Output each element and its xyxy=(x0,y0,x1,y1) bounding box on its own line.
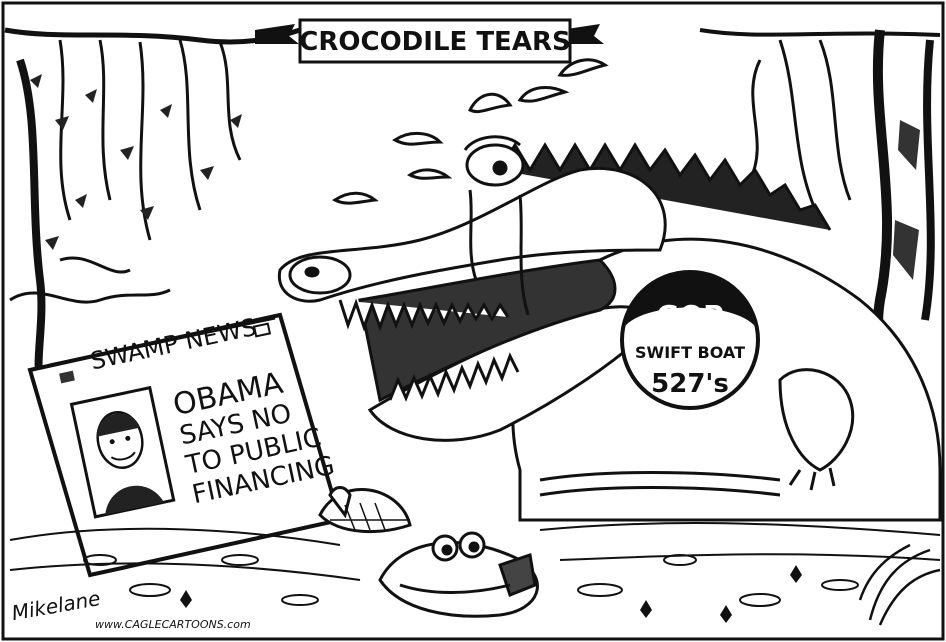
flying-tears xyxy=(332,58,609,205)
swamp-water xyxy=(9,522,941,607)
newspaper-headline: OBAMA SAYS NO TO PUBLIC FINANCING xyxy=(170,366,337,510)
title-banner: CROCODILE TEARS xyxy=(255,18,604,64)
baby-crocodile xyxy=(378,531,539,618)
right-tree-hatch xyxy=(893,120,920,280)
crocodile xyxy=(277,135,942,522)
swamp-news-newspaper: SWAMP NEWS OBAMA SAYS NO TO PUBLIC FINAN… xyxy=(27,312,343,578)
lily-flowers xyxy=(180,565,802,623)
gop-badge-line3: 527's xyxy=(651,369,729,399)
gop-badge-line2: SWIFT BOAT xyxy=(635,343,745,362)
cartoonist-website: www.CAGLECARTOONS.com xyxy=(95,618,251,631)
gop-badge-line1: GOP xyxy=(656,299,723,332)
left-tree-leaves xyxy=(30,74,242,250)
swamp-bird xyxy=(318,486,412,534)
gop-badge: GOP SWIFT BOAT 527's xyxy=(620,270,760,410)
swamp-reeds xyxy=(858,543,941,626)
newspaper-photo xyxy=(69,385,176,519)
title-banner-text: CROCODILE TEARS xyxy=(299,27,570,57)
